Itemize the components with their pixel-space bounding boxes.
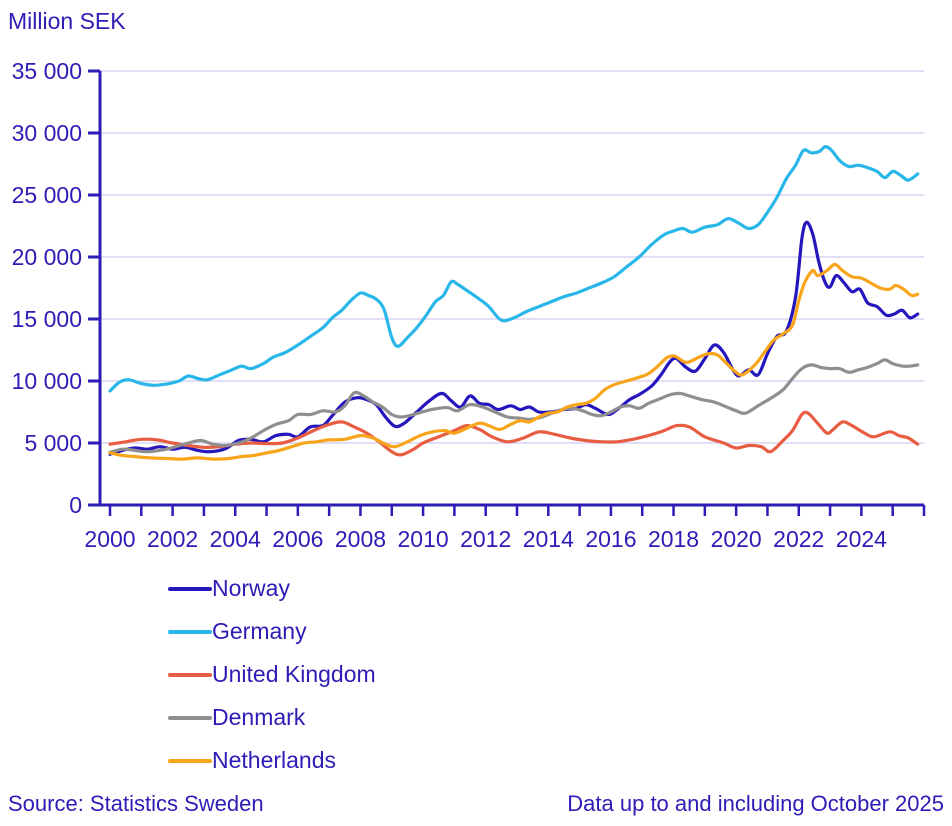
y-tick-label: 10 000 bbox=[12, 368, 82, 394]
y-tick-label: 25 000 bbox=[12, 182, 82, 208]
x-tick-label: 2002 bbox=[147, 526, 198, 552]
x-tick-label: 2022 bbox=[773, 526, 824, 552]
legend-item-norway: Norway bbox=[168, 567, 376, 610]
x-tick-label: 2008 bbox=[335, 526, 386, 552]
legend-label-germany: Germany bbox=[212, 618, 307, 644]
x-tick-label: 2010 bbox=[397, 526, 448, 552]
chart-legend: Norway Germany United Kingdom Denmark Nether… bbox=[168, 567, 376, 782]
series-line-germany bbox=[108, 144, 920, 393]
x-axis-labels: 2000 2002 2004 2006 2008 2010 2012 2014 2016 2018… bbox=[84, 526, 887, 552]
chart-unit-title: Million SEK bbox=[8, 8, 126, 34]
y-tick-label: 15 000 bbox=[12, 306, 82, 332]
y-tick-label: 35 000 bbox=[12, 58, 82, 84]
x-tick-label: 2020 bbox=[711, 526, 762, 552]
legend-item-denmark: Denmark bbox=[168, 696, 376, 739]
legend-swatch-united-kingdom bbox=[168, 672, 212, 677]
x-tick-label: 2006 bbox=[272, 526, 323, 552]
x-tick-label: 2016 bbox=[585, 526, 636, 552]
x-axis-ticks bbox=[108, 505, 926, 516]
y-axis-ticks bbox=[88, 69, 100, 507]
x-tick-label: 2012 bbox=[460, 526, 511, 552]
legend-swatch-denmark bbox=[168, 715, 212, 720]
data-coverage-note: Data up to and including October 2025 bbox=[567, 791, 944, 816]
y-tick-label: 30 000 bbox=[12, 120, 82, 146]
y-tick-label: 20 000 bbox=[12, 244, 82, 270]
legend-label-netherlands: Netherlands bbox=[212, 747, 337, 773]
y-tick-label: 0 bbox=[69, 492, 82, 518]
legend-swatch-norway bbox=[168, 586, 212, 591]
legend-swatch-germany bbox=[168, 629, 212, 634]
x-tick-label: 2018 bbox=[648, 526, 699, 552]
legend-swatch-netherlands bbox=[168, 758, 212, 763]
legend-label-norway: Norway bbox=[212, 575, 290, 601]
source-note: Source: Statistics Sweden bbox=[8, 791, 264, 816]
series-line-united-kingdom bbox=[108, 410, 920, 457]
legend-item-united-kingdom: United Kingdom bbox=[168, 653, 376, 696]
series-lines bbox=[108, 144, 920, 461]
x-tick-label: 2004 bbox=[210, 526, 261, 552]
x-tick-label: 2000 bbox=[84, 526, 135, 552]
legend-label-denmark: Denmark bbox=[212, 704, 306, 730]
legend-item-netherlands: Netherlands bbox=[168, 739, 376, 782]
legend-item-germany: Germany bbox=[168, 610, 376, 653]
chart-footer: Source: Statistics Sweden Data up to and… bbox=[0, 789, 952, 819]
legend-label-united-kingdom: United Kingdom bbox=[212, 661, 376, 687]
series-line-netherlands bbox=[108, 262, 920, 461]
y-tick-label: 5 000 bbox=[24, 430, 82, 456]
x-tick-label: 2024 bbox=[836, 526, 887, 552]
y-axis-labels: 0 5 000 10 000 15 000 20 000 25 000 30 000 35 0… bbox=[12, 58, 82, 518]
x-tick-label: 2014 bbox=[523, 526, 574, 552]
line-chart: 0 5 000 10 000 15 000 20 000 25 000 30 000 35 0… bbox=[12, 58, 926, 552]
